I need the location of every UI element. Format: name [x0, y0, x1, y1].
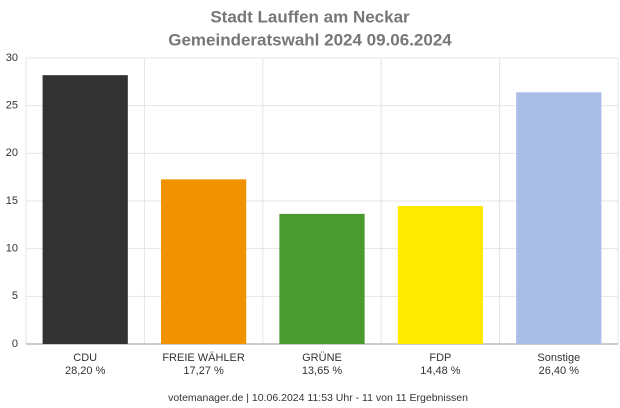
y-tick-label: 30 [6, 52, 18, 64]
x-tick-label: CDU [73, 352, 97, 364]
value-label: 26,40 % [539, 365, 580, 377]
bar [516, 92, 602, 344]
footer: votemanager.de | 10.06.2024 11:53 Uhr - … [168, 392, 468, 404]
x-tick-label: FDP [429, 352, 451, 364]
y-tick-label: 5 [12, 290, 18, 302]
value-label: 13,65 % [302, 365, 343, 377]
bar [42, 75, 128, 344]
chart-title: Stadt Lauffen am Neckar [210, 7, 410, 26]
bar [397, 205, 484, 344]
y-tick-label: 25 [6, 100, 18, 112]
y-tick-label: 10 [6, 243, 18, 255]
value-label: 28,20 % [65, 365, 106, 377]
bar [279, 213, 365, 344]
value-label: 14,48 % [420, 365, 461, 377]
y-tick-label: 20 [6, 147, 18, 159]
x-tick-label: GRÜNE [302, 352, 342, 364]
y-tick-label: 15 [6, 195, 18, 207]
y-tick-label: 0 [12, 338, 18, 350]
chart-subtitle: Gemeinderatswahl 2024 09.06.2024 [168, 30, 452, 49]
bar [160, 179, 247, 344]
x-tick-label: FREIE WÄHLER [162, 352, 245, 364]
value-label: 17,27 % [183, 365, 224, 377]
x-tick-label: Sonstige [537, 352, 580, 364]
